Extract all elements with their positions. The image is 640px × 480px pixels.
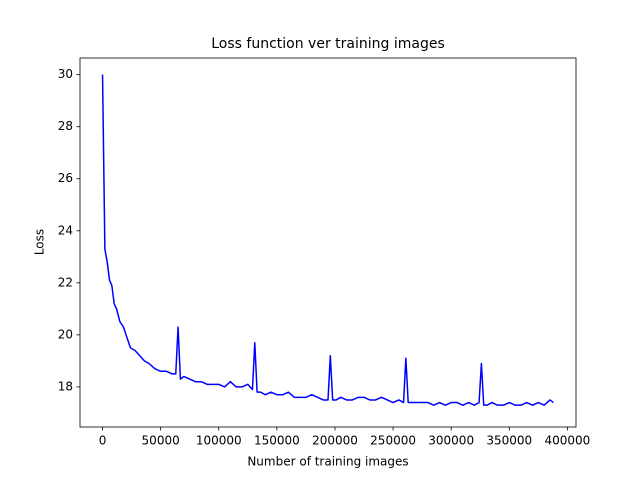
axes-frame bbox=[79, 57, 577, 428]
y-tick-label: 24 bbox=[58, 223, 73, 237]
x-tick-label: 0 bbox=[99, 434, 107, 448]
x-tick-label: 200000 bbox=[312, 434, 358, 448]
x-axis-label: Number of training images bbox=[247, 455, 408, 469]
x-tick-label: 250000 bbox=[370, 434, 416, 448]
x-tick-label: 50000 bbox=[142, 434, 180, 448]
x-tick-label: 300000 bbox=[428, 434, 474, 448]
x-tick-label: 350000 bbox=[486, 434, 532, 448]
x-tick-label: 150000 bbox=[254, 434, 300, 448]
plot-area bbox=[101, 74, 554, 406]
y-axis-label: Loss bbox=[33, 229, 47, 255]
y-tick-label: 30 bbox=[58, 67, 73, 81]
x-tick-label: 100000 bbox=[196, 434, 242, 448]
data-line bbox=[101, 74, 554, 406]
y-tick-label: 22 bbox=[58, 275, 73, 289]
y-tick-label: 28 bbox=[58, 119, 73, 133]
y-tick-label: 18 bbox=[58, 379, 73, 393]
x-tick-label: 400000 bbox=[544, 434, 590, 448]
y-tick-label: 26 bbox=[58, 171, 73, 185]
y-tick-label: 20 bbox=[58, 327, 73, 341]
chart-title: Loss function ver training images bbox=[211, 36, 445, 52]
